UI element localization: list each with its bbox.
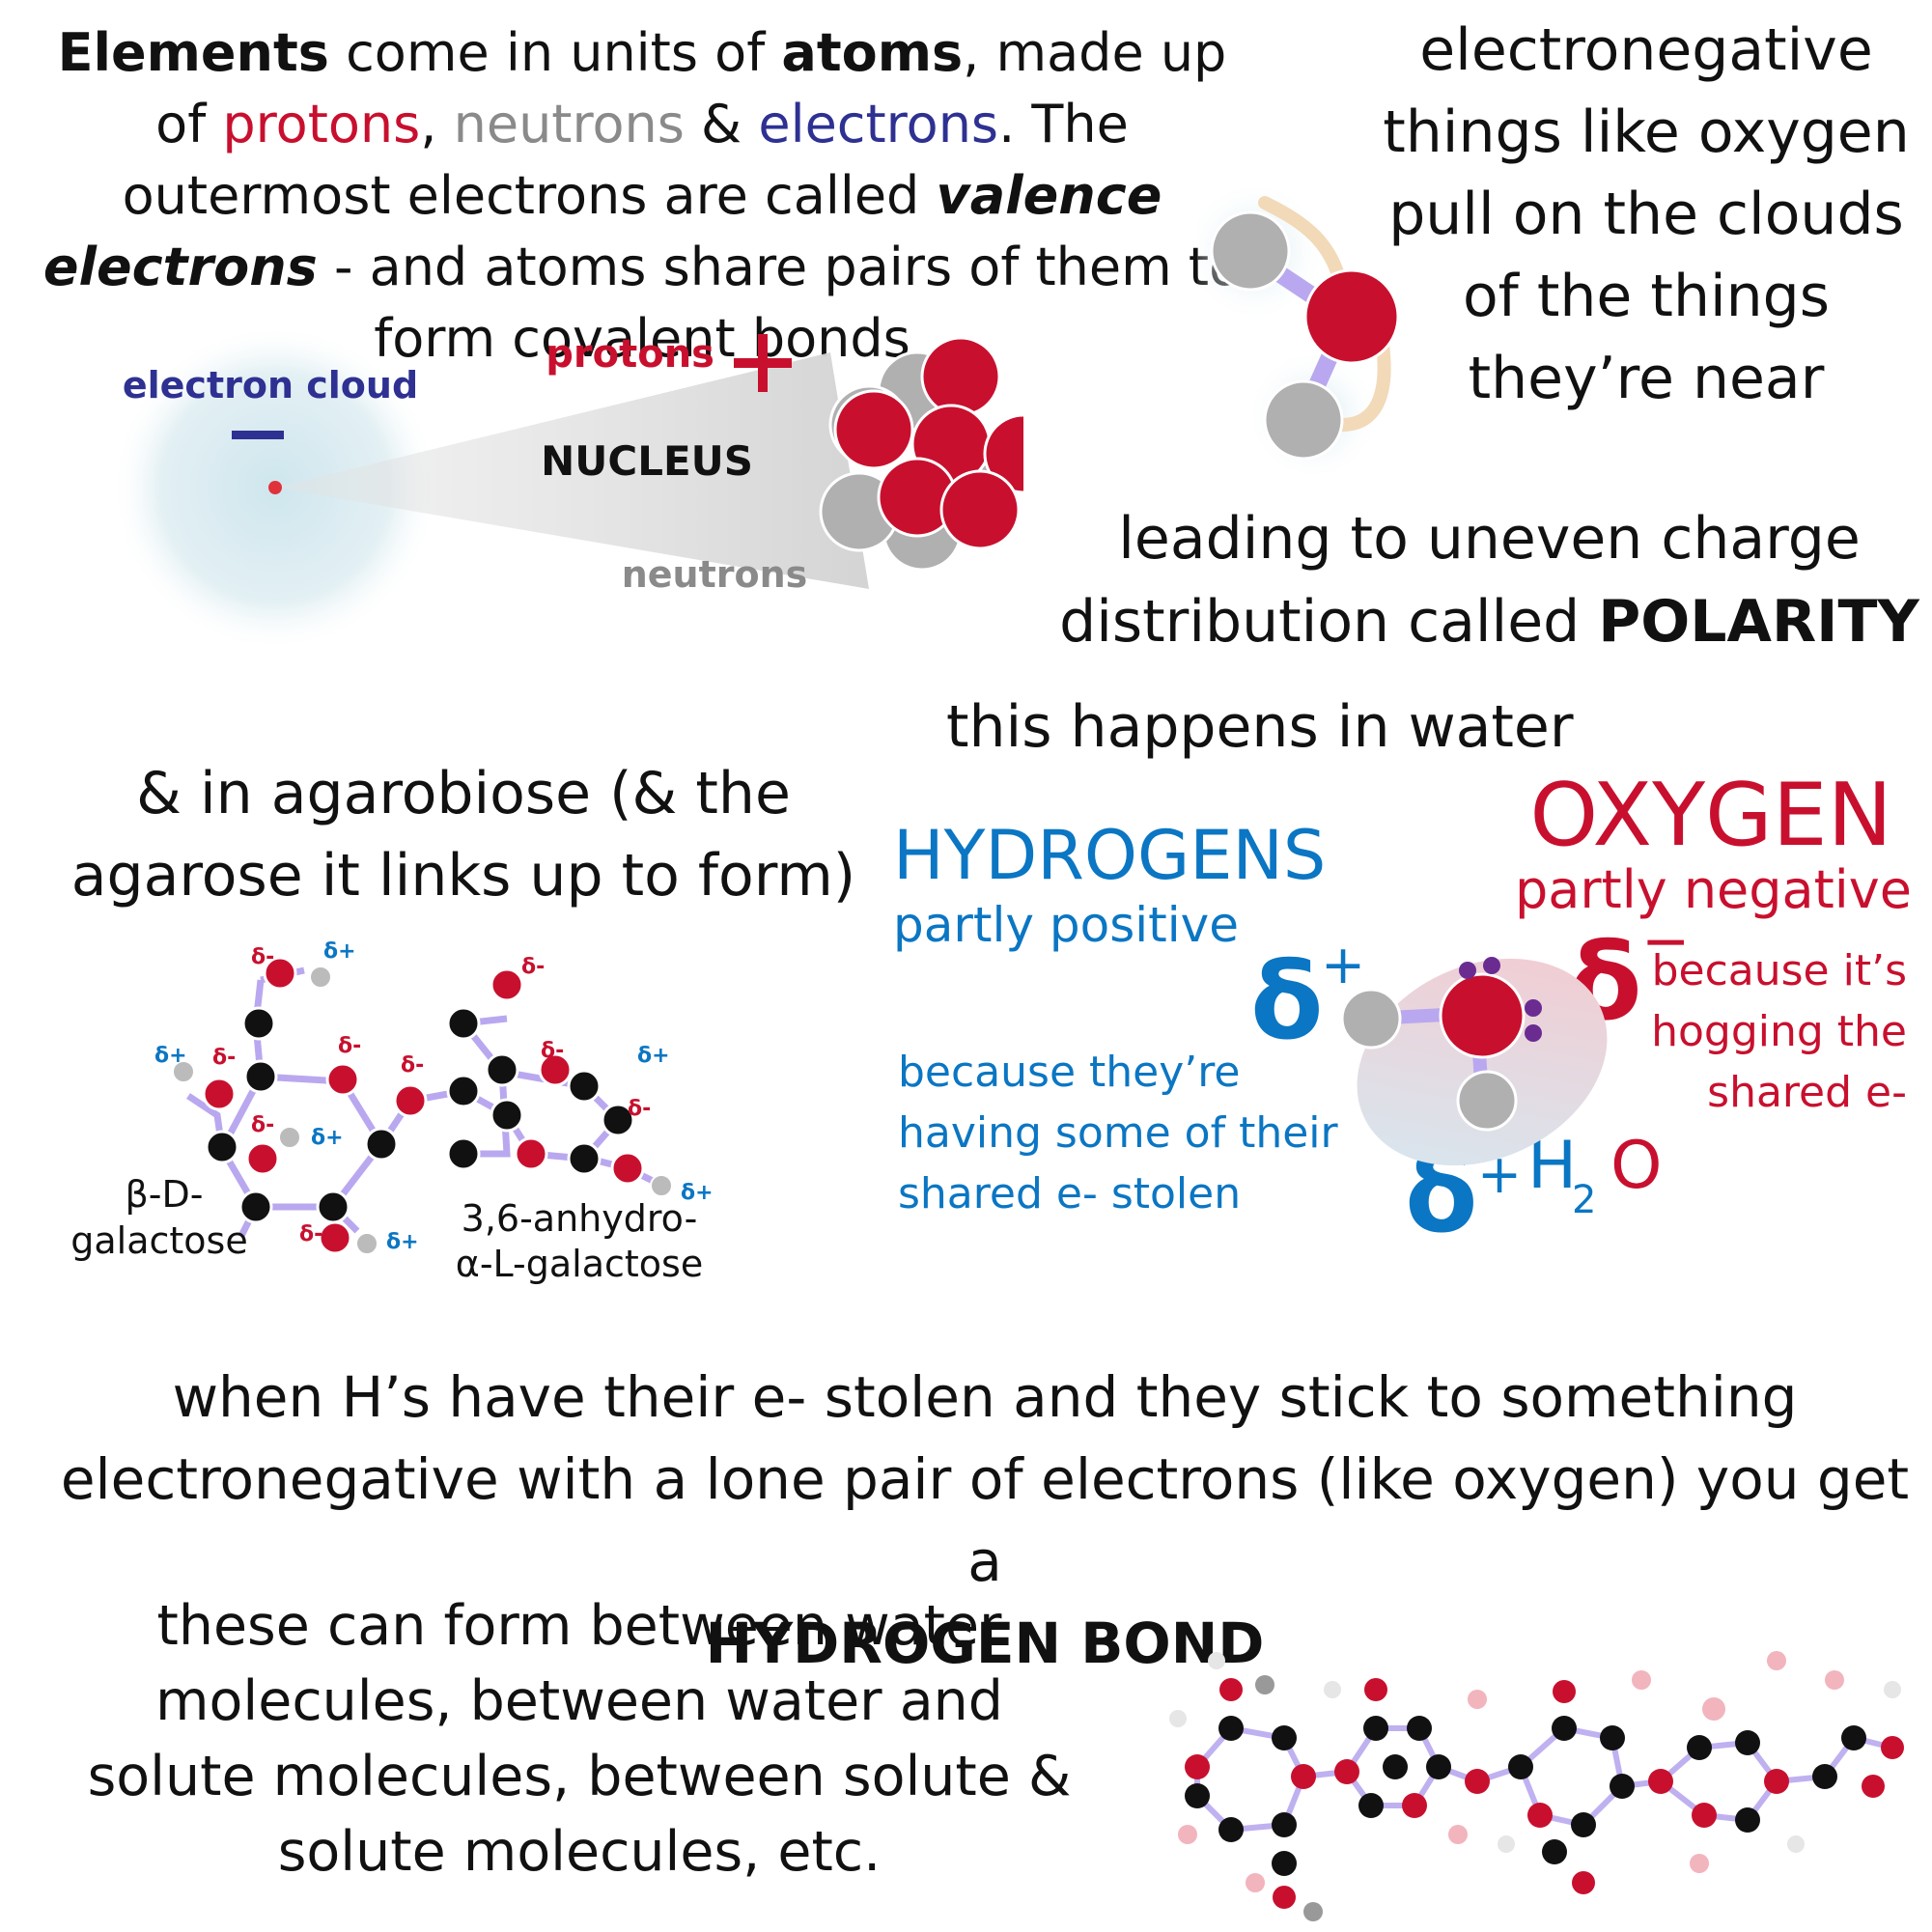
hydrogen-bond-term: HYDROGEN BOND xyxy=(705,1610,1265,1676)
because-o-line-2: hogging the xyxy=(1651,1007,1907,1056)
svg-text:δ-: δ- xyxy=(251,945,274,969)
polarity-lead: leading to uneven charge distribution ca… xyxy=(1059,505,1861,656)
svg-text:δ-: δ- xyxy=(299,1222,322,1246)
agarobiose-atoms xyxy=(172,956,673,1255)
because-h-line-1: because they’re xyxy=(898,1048,1240,1097)
water-title: this happens in water xyxy=(946,693,1574,761)
h2o-formula: H 2 O xyxy=(1527,1128,1663,1222)
because-o-line-1: because it’s xyxy=(1652,946,1907,995)
plus-icon xyxy=(734,334,792,392)
agarobiose-text: & in agarobiose (& the agarose it links … xyxy=(70,760,856,910)
zoom-cone xyxy=(275,352,869,589)
anhydro-label-2: α-L-galactose xyxy=(456,1243,703,1285)
water-molecule xyxy=(1340,957,1608,1166)
oxygen-pulling-illustration xyxy=(1197,183,1400,473)
because-o-line-3: shared e- xyxy=(1707,1068,1907,1117)
agarose-chain-illustration xyxy=(1169,1651,1904,1921)
intro-text: come in units of xyxy=(328,22,782,83)
electronegative-text: electronegative things like oxygen pull … xyxy=(1383,16,1910,412)
term-protons: protons xyxy=(222,94,421,154)
galactose-label-1: β-D- xyxy=(126,1173,204,1216)
water-polarity-diagram: HYDROGENS partly positive because they’r… xyxy=(893,765,1912,1256)
atom-diagram: electron cloud protons NUCLEUS neutrons xyxy=(111,323,1023,652)
electron-cloud-label: electron cloud xyxy=(123,364,418,406)
svg-text:δ-: δ- xyxy=(541,1039,564,1063)
svg-text:δ-: δ- xyxy=(251,1113,274,1137)
polarity-text: leading to uneven charge distribution ca… xyxy=(1048,497,1931,663)
partly-negative-label: partly negative xyxy=(1515,859,1912,920)
delta-plus-left: δ + xyxy=(1250,934,1365,1063)
svg-text:+: + xyxy=(1321,934,1365,995)
intro-text: - and atoms share pairs of them to form … xyxy=(317,237,1242,369)
agarose-atoms xyxy=(1169,1651,1904,1921)
svg-text:δ+: δ+ xyxy=(311,1126,344,1150)
because-h-line-2: having some of their xyxy=(898,1108,1339,1158)
hydrogen-bond-text: when H’s have their e- stolen and they s… xyxy=(39,1357,1931,1685)
svg-text:O: O xyxy=(1610,1128,1663,1204)
svg-text:δ+: δ+ xyxy=(681,1181,714,1205)
intro-text: . The outermost electrons are called xyxy=(122,94,1129,226)
svg-text:δ-: δ- xyxy=(338,1034,361,1058)
minus-sign xyxy=(232,431,284,439)
nucleus-dot xyxy=(268,481,282,494)
svg-text:δ+: δ+ xyxy=(637,1044,670,1068)
svg-text:δ-: δ- xyxy=(401,1053,424,1078)
term-electrons: electrons xyxy=(758,94,999,154)
polarity-term: POLARITY xyxy=(1598,588,1919,656)
anhydro-label-1: 3,6-anhydro- xyxy=(462,1197,698,1240)
hbond-examples-text: these can form between water molecules, … xyxy=(87,1594,1072,1884)
partly-positive-label: partly positive xyxy=(893,897,1239,953)
svg-text:δ-: δ- xyxy=(628,1097,651,1121)
term-atoms: atoms xyxy=(781,22,964,83)
svg-text:δ+: δ+ xyxy=(386,1230,419,1254)
svg-text:δ+: δ+ xyxy=(154,1044,187,1068)
nucleus-label: NUCLEUS xyxy=(541,437,753,485)
svg-text:δ: δ xyxy=(1250,939,1324,1063)
intro-paragraph: Elements come in units of atoms, made up… xyxy=(29,17,1255,375)
hydrogen-bond-sentence: when H’s have their e- stolen and they s… xyxy=(60,1364,1910,1594)
svg-text:δ+: δ+ xyxy=(323,939,356,964)
protons-label: protons xyxy=(546,332,714,377)
svg-text:δ-: δ- xyxy=(212,1046,236,1070)
galactose-label-2: galactose xyxy=(70,1219,247,1262)
svg-text:−: − xyxy=(1641,908,1690,975)
intro-text: , xyxy=(420,94,454,154)
term-neutrons: neutrons xyxy=(453,94,685,154)
nucleus-cluster xyxy=(819,336,1023,572)
intro-text: & xyxy=(684,94,759,154)
agarobiose-deltas: δ- δ+ δ+ δ- δ- δ- δ- δ+ δ- δ+ δ- δ- δ+ δ… xyxy=(154,939,714,1254)
hydrogens-heading: HYDROGENS xyxy=(893,816,1326,895)
intro-text: , made up of xyxy=(155,22,1227,154)
neutrons-label: neutrons xyxy=(622,553,808,596)
because-h-line-3: shared e- stolen xyxy=(898,1169,1241,1218)
svg-text:δ-: δ- xyxy=(521,955,545,979)
agarobiose-structure: δ- δ+ δ+ δ- δ- δ- δ- δ+ δ- δ+ δ- δ- δ+ δ… xyxy=(70,939,714,1285)
term-valence-electrons: valence electrons xyxy=(42,165,1162,297)
oxygen-heading: OXYGEN xyxy=(1529,765,1892,866)
svg-text:2: 2 xyxy=(1572,1178,1596,1222)
term-elements: Elements xyxy=(57,22,329,83)
